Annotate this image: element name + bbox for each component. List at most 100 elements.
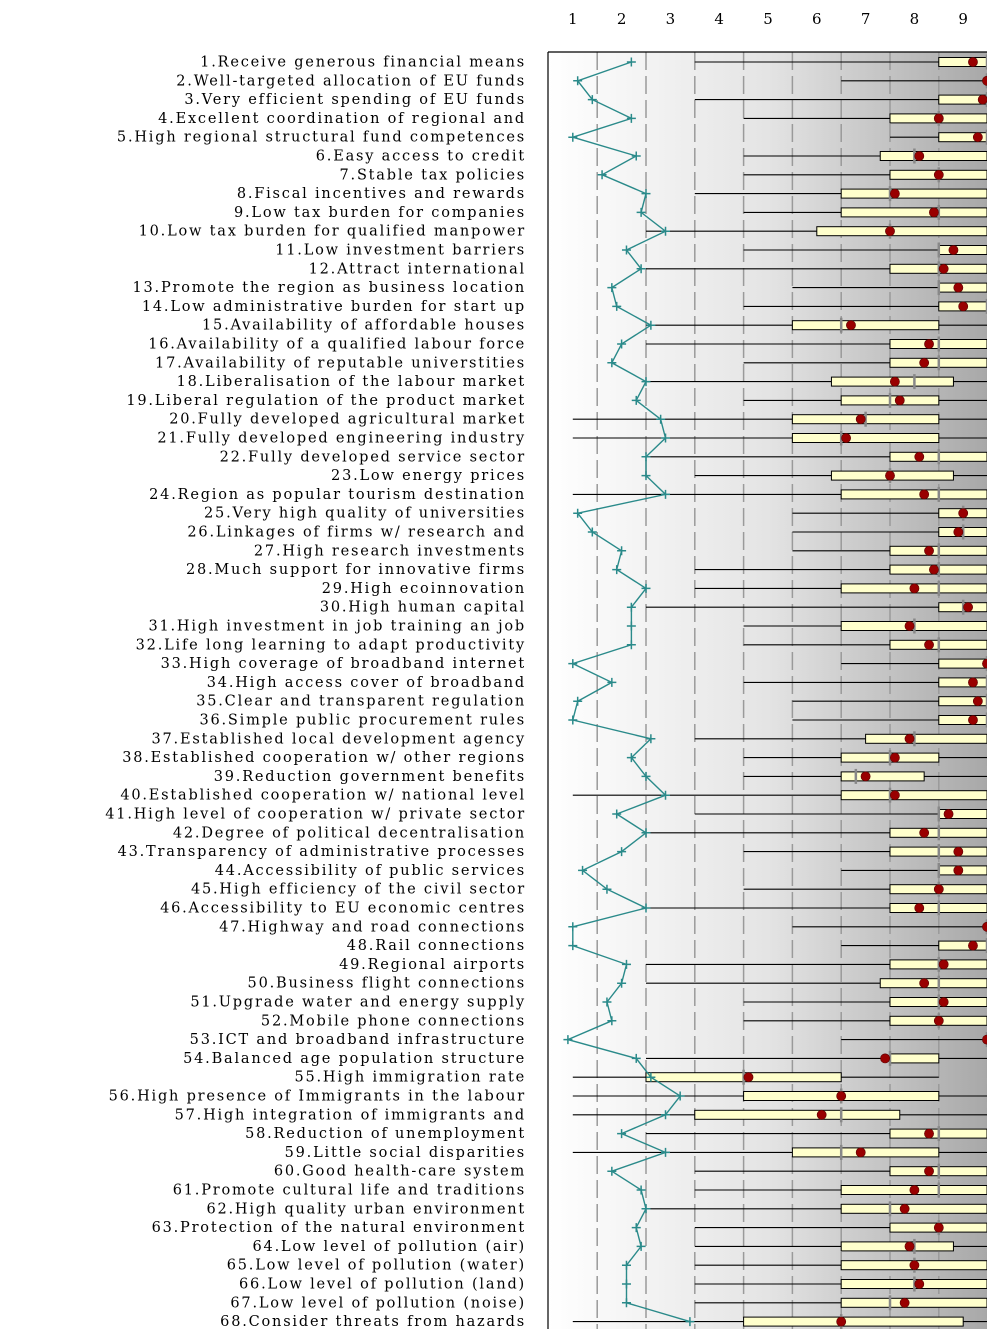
row-label: 26.Linkages of firms w/ research and bbox=[187, 525, 526, 541]
row-label: 3.Very efficient spending of EU funds bbox=[184, 92, 526, 108]
x-tick-label: 2 bbox=[617, 10, 627, 28]
box bbox=[840, 1203, 987, 1214]
row-label: 40.Established cooperation w/ national l… bbox=[120, 788, 526, 804]
sd-marker bbox=[612, 301, 622, 311]
mean-marker bbox=[919, 357, 930, 368]
mean-marker bbox=[968, 715, 978, 725]
sd-marker bbox=[661, 433, 671, 443]
mean-marker bbox=[880, 1053, 891, 1064]
row-label: 55.High immigration rate bbox=[294, 1070, 526, 1086]
mean-marker bbox=[836, 1316, 847, 1327]
box bbox=[865, 733, 987, 744]
x-tick-label: 5 bbox=[763, 10, 773, 28]
row-label: 10.Low tax burden for qualified manpower bbox=[139, 224, 526, 240]
box bbox=[840, 489, 987, 500]
mean-marker bbox=[972, 132, 983, 143]
sd-marker bbox=[607, 358, 617, 368]
mean-marker bbox=[909, 1260, 920, 1271]
sd-marker bbox=[661, 790, 671, 800]
mean-marker bbox=[855, 1147, 866, 1158]
mean-marker bbox=[841, 433, 851, 443]
row-label: 22.Fully developed service sector bbox=[220, 449, 526, 465]
mean-marker bbox=[914, 1279, 925, 1289]
mean-series bbox=[743, 57, 987, 1327]
sd-marker bbox=[617, 978, 627, 988]
sd-marker bbox=[661, 489, 671, 499]
mean-marker bbox=[909, 583, 920, 594]
row-label: 2.Well-targeted allocation of EU funds bbox=[176, 73, 526, 89]
sd-marker bbox=[617, 546, 627, 556]
row-label: 29.High ecoinnovation bbox=[322, 581, 526, 597]
mean-marker bbox=[924, 639, 934, 650]
mean-marker bbox=[899, 1297, 910, 1308]
row-label: 67.Low level of pollution (noise) bbox=[230, 1295, 526, 1311]
row-label: 20.Fully developed agricultural market bbox=[169, 412, 526, 428]
row-label: 27.High research investments bbox=[254, 543, 526, 559]
row-label: 63.Protection of the natural environment bbox=[152, 1220, 526, 1236]
row-label: 5.High regional structural fund competen… bbox=[117, 130, 526, 146]
mean-marker bbox=[933, 1015, 944, 1026]
row-label: 15.Availability of affordable houses bbox=[202, 318, 526, 334]
row-labels: 1.Receive generous financial means 2.Well… bbox=[105, 55, 526, 1329]
box bbox=[840, 790, 987, 801]
sd-marker bbox=[607, 283, 617, 293]
box bbox=[889, 1053, 940, 1064]
sd-marker bbox=[626, 753, 636, 763]
row-label: 8.Fiscal incentives and rewards bbox=[237, 186, 526, 202]
mean-marker bbox=[924, 339, 934, 349]
sd-marker bbox=[617, 1129, 627, 1139]
sd-marker bbox=[641, 583, 651, 593]
row-label: 7.Stable tax policies bbox=[340, 167, 526, 183]
box bbox=[791, 320, 940, 331]
mean-marker bbox=[968, 677, 978, 688]
mean-marker bbox=[929, 564, 939, 575]
mean-marker bbox=[933, 113, 944, 124]
row-label: 66.Low level of pollution (land) bbox=[239, 1277, 526, 1293]
box bbox=[938, 715, 987, 725]
sd-marker bbox=[661, 1147, 671, 1157]
mean-marker bbox=[943, 809, 954, 819]
mean-marker bbox=[855, 414, 866, 425]
sd-marker bbox=[656, 414, 666, 424]
sd-marker bbox=[641, 903, 651, 913]
mean-marker bbox=[958, 301, 969, 312]
row-label: 48.Rail connections bbox=[347, 938, 526, 954]
sd-marker bbox=[631, 1223, 641, 1233]
box bbox=[938, 658, 987, 669]
sd-marker bbox=[661, 226, 671, 236]
sd-marker bbox=[617, 339, 627, 349]
row-label: 42.Degree of political decentralisation bbox=[173, 825, 526, 841]
x-tick-label: 6 bbox=[812, 10, 822, 28]
mean-marker bbox=[924, 1128, 934, 1139]
mean-marker bbox=[958, 508, 969, 519]
row-label: 61.Promote cultural life and traditions bbox=[173, 1183, 526, 1199]
box bbox=[879, 151, 987, 161]
sd-marker bbox=[587, 527, 597, 537]
row-label: 11.Low investment barriers bbox=[275, 243, 526, 259]
row-label: 62.High quality urban environment bbox=[206, 1201, 526, 1217]
sd-marker bbox=[636, 1185, 646, 1195]
mean-marker bbox=[924, 1166, 934, 1177]
row-label: 36.Simple public procurement rules bbox=[199, 713, 526, 729]
sd-marker bbox=[607, 1016, 617, 1026]
row-label: 49.Regional airports bbox=[339, 957, 526, 973]
sd-marker bbox=[612, 565, 622, 575]
mean-marker bbox=[982, 75, 987, 86]
mean-marker bbox=[889, 790, 900, 801]
x-tick-label: 9 bbox=[958, 10, 968, 28]
row-label: 31.High investment in job training an jo… bbox=[148, 619, 526, 635]
sd-marker bbox=[621, 1260, 631, 1270]
row-label: 4.Excellent coordination of regional and bbox=[158, 111, 526, 127]
mean-marker bbox=[938, 959, 949, 970]
mean-marker bbox=[894, 395, 905, 406]
x-tick-label: 1 bbox=[568, 10, 578, 28]
mean-marker bbox=[968, 57, 978, 67]
sd-marker bbox=[641, 189, 651, 199]
row-label: 39.Reduction government benefits bbox=[214, 769, 526, 785]
sd-marker bbox=[626, 113, 636, 123]
sd-marker bbox=[631, 395, 641, 405]
sd-marker bbox=[612, 809, 622, 819]
mean-marker bbox=[904, 1241, 915, 1252]
mean-marker bbox=[889, 376, 900, 387]
sd-marker bbox=[646, 320, 656, 330]
